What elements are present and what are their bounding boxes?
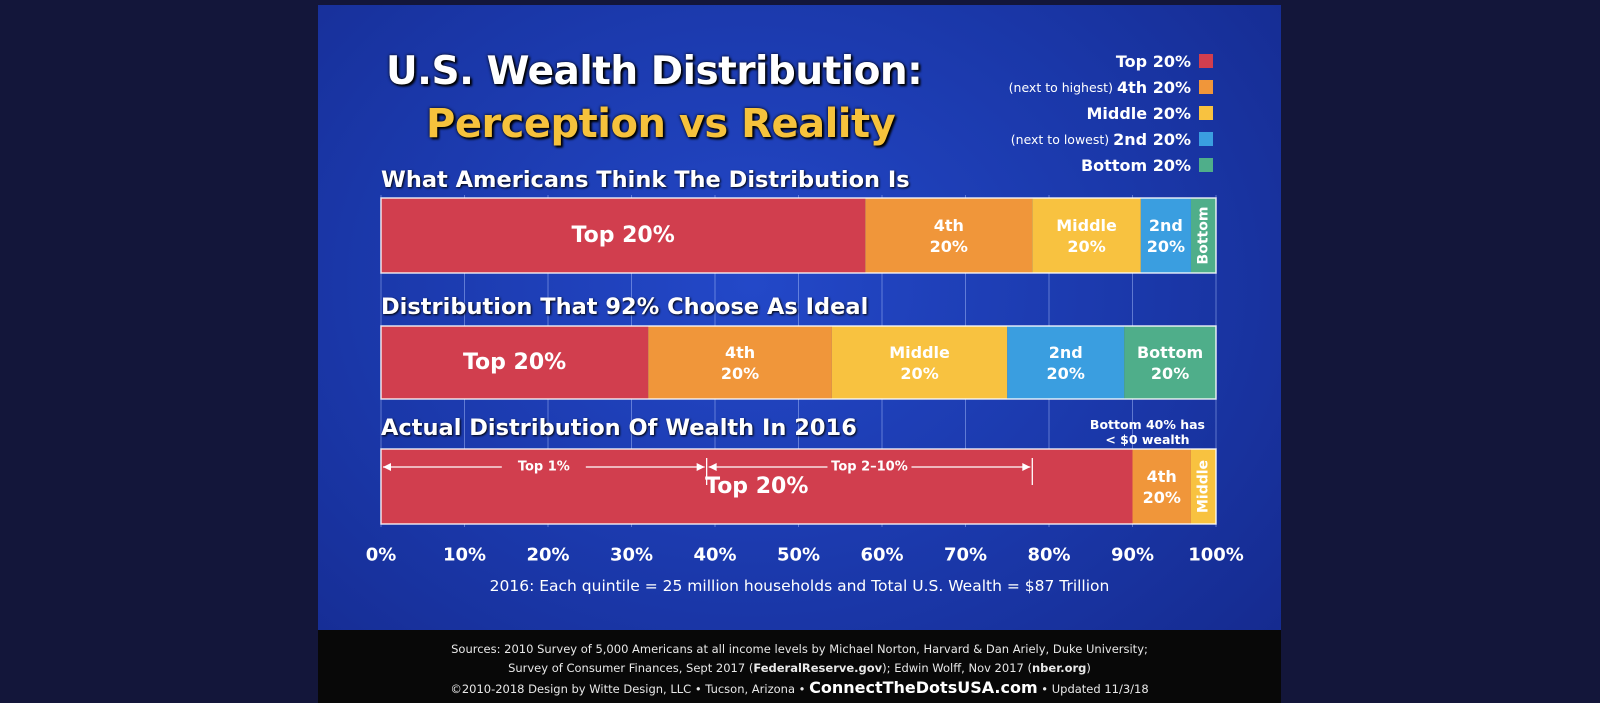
bar-segment [1007,326,1125,399]
x-tick-label: 20% [526,545,569,566]
bar-outline [380,197,1217,274]
x-tick-label: 60% [860,545,903,566]
svg-text:Top 2–10%: Top 2–10% [831,460,908,475]
footer-sources-line: Sources: 2010 Survey of 5,000 Americans … [451,642,1148,656]
bar-outline [380,448,1217,525]
x-tick-label: 70% [944,545,987,566]
page-title: U.S. Wealth Distribution: [386,49,923,94]
bar-segment-label: Middle 20% [1056,216,1117,256]
legend-swatch [1199,132,1213,146]
bar-segment [1124,326,1216,399]
x-tick-label: 80% [1027,545,1070,566]
legend-item: Bottom 20% [1081,153,1213,177]
x-tick-label: 50% [777,545,820,566]
sources-footer: Sources: 2010 Survey of 5,000 Americans … [318,630,1281,703]
bar-segment [648,326,832,399]
range-bracket: Top 2–10% [708,458,1033,485]
bar-segment-label: Top 20% [705,474,808,499]
bar-segment [831,326,1008,399]
x-tick-label: 100% [1188,545,1244,566]
x-tick-label: 90% [1111,545,1154,566]
bar-segment-label: 4th 20% [721,343,759,383]
bar-segment [381,326,649,399]
bar-outline [380,325,1217,400]
legend-label: Bottom 20% [1080,155,1191,175]
legend-swatch [1199,158,1213,172]
footer-sources-line-2: Survey of Consumer Finances, Sept 2017 (… [508,661,1091,675]
legend-swatch [1199,80,1213,94]
x-tick-label: 30% [610,545,653,566]
bar-segment-label: 4th 20% [930,216,968,256]
section-title-ideal: Distribution That 92% Choose As Ideal [381,294,869,320]
legend-item: Top 20% [1116,49,1213,73]
x-tick-label: 10% [443,545,486,566]
x-tick-label: 0% [366,545,397,566]
legend-label: 4th 20% [1116,77,1191,97]
legend-item: (next to highest) 4th 20% [1009,75,1213,99]
bar-segment-label: Bottom 20% [1137,343,1203,383]
bar-segment-label: 2nd 20% [1047,343,1085,383]
legend-prefix: (next to lowest) [1010,131,1110,147]
x-tick-label: 40% [693,545,736,566]
bar-segment-label: Top 20% [572,223,675,248]
section-title-actual: Actual Distribution Of Wealth In 2016 [381,415,857,441]
bar-segment [1132,449,1191,524]
bar-segment [1190,198,1216,273]
bar-segment-label: Top 20% [463,350,566,375]
legend-item: (next to lowest) 2nd 20% [1011,127,1213,151]
bar-segment-label: 2nd 20% [1147,216,1185,256]
legend-prefix: (next to highest) [1008,79,1113,95]
infographic-poster: U.S. Wealth Distribution: Perception vs … [318,5,1281,703]
legend-label: Middle 20% [1086,103,1191,123]
legend-label: Top 20% [1115,51,1191,71]
bar-segment [1190,449,1216,524]
svg-text:Top 1%: Top 1% [518,460,570,475]
footer-credits-line: ©2010-2018 Design by Witte Design, LLC •… [450,678,1149,697]
page-subtitle: Perception vs Reality [426,101,896,147]
bar-segment-label: Bottom [1195,207,1211,265]
site-link[interactable]: ConnectTheDotsUSA.com [809,678,1038,697]
range-bracket: Top 1% [383,458,708,485]
bar-segment-label: Middle [1195,460,1211,513]
legend-swatch [1199,54,1213,68]
legend-label: 2nd 20% [1113,129,1191,149]
legend-item: Middle 20% [1086,101,1213,125]
bar-segment-label: Middle 20% [889,343,950,383]
bar-segment [1032,198,1141,273]
chart-subtitle: 2016: Each quintile = 25 million househo… [489,577,1110,595]
bar-segment [381,198,866,273]
bar-segment [1140,198,1191,273]
negative-wealth-note: Bottom 40% has < $0 wealth [1089,417,1205,447]
legend-swatch [1199,106,1213,120]
bar-segment [865,198,1033,273]
section-title-perceived: What Americans Think The Distribution Is [381,167,910,193]
bar-segment-label: 4th 20% [1143,467,1181,507]
